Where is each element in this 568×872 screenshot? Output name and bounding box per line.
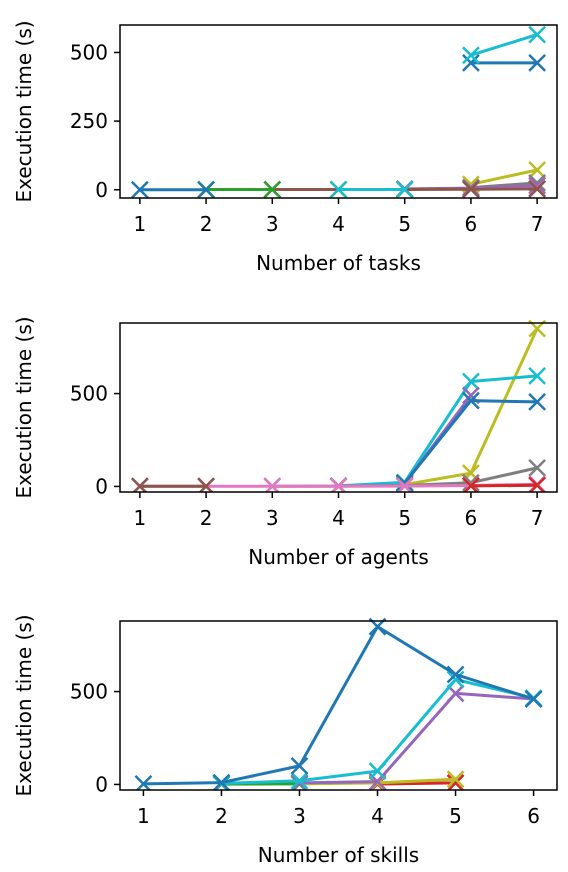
- data-point: [528, 25, 547, 44]
- series-line-1: [376, 781, 458, 786]
- data-point: [528, 367, 547, 385]
- y-axis-label: Execution time (s): [12, 614, 36, 796]
- series-line-4: [298, 691, 536, 785]
- axes-frame: [119, 620, 558, 791]
- y-tick-label: 0: [95, 474, 108, 498]
- x-tick-label: 5: [398, 506, 411, 530]
- x-tick-label: 7: [531, 212, 544, 236]
- x-tick-label: 5: [398, 212, 411, 236]
- data-point: [290, 771, 309, 790]
- subplot-1: 1 2 3 4 5 6 7 0 250 500 Number of tasks Execution t…: [12, 20, 558, 275]
- x-tick-label: 1: [137, 804, 150, 828]
- series-line-8: [469, 483, 539, 488]
- data-point: [446, 670, 465, 689]
- x-tick-label: 4: [332, 506, 345, 530]
- data-point: [395, 474, 414, 492]
- series-line-2: [469, 33, 539, 57]
- data-point: [446, 770, 465, 789]
- data-point: [528, 393, 547, 411]
- data-point: [290, 756, 309, 775]
- data-point: [290, 774, 309, 790]
- x-tick-label: 6: [527, 804, 540, 828]
- x-tick-label: 2: [200, 212, 213, 236]
- series-line-1: [337, 327, 539, 488]
- series-line-2: [337, 374, 539, 488]
- plot-area: [134, 617, 543, 790]
- data-point: [462, 180, 480, 198]
- x-tick-label: 7: [531, 506, 544, 530]
- y-axis-label: Execution time (s): [12, 316, 36, 498]
- subplot-2: 1 2 3 4 5 6 7 0 500 Number of agents Execution tim…: [12, 316, 558, 569]
- x-tick-label: 2: [200, 506, 213, 530]
- y-tick-label: 500: [70, 680, 108, 704]
- plot-area: [130, 319, 547, 492]
- x-axis-label: Number of agents: [248, 545, 429, 569]
- data-point: [395, 180, 414, 198]
- series-line-3: [469, 168, 539, 186]
- data-point: [197, 180, 215, 198]
- x-tick-label: 3: [266, 506, 279, 530]
- x-tick-label: 3: [293, 804, 306, 828]
- data-point: [528, 476, 547, 492]
- data-point: [329, 180, 348, 198]
- data-point: [446, 774, 465, 790]
- data-point: [524, 690, 543, 708]
- x-tick-label: 1: [133, 212, 146, 236]
- data-point: [462, 372, 480, 391]
- y-tick-label: 0: [95, 178, 108, 202]
- data-point: [446, 665, 465, 684]
- y-tick-label: 0: [95, 772, 108, 796]
- y-axis-label: Execution time (s): [12, 20, 36, 202]
- axes-frame: [119, 24, 558, 199]
- x-tick-label: 3: [266, 212, 279, 236]
- series-line-6: [141, 625, 536, 786]
- x-tick-label: 4: [332, 212, 345, 236]
- axes-frame: [119, 322, 558, 493]
- data-point: [528, 161, 547, 179]
- y-tick-label: 250: [70, 109, 108, 133]
- x-tick-label: 1: [133, 506, 146, 530]
- data-point: [528, 180, 547, 198]
- x-tick-label: 2: [215, 804, 228, 828]
- data-point: [212, 773, 231, 790]
- data-point: [462, 476, 480, 492]
- data-point: [263, 180, 282, 198]
- y-tick-label: 500: [70, 382, 108, 406]
- x-tick-label: 6: [465, 212, 478, 236]
- data-point: [528, 54, 547, 72]
- subplot-3: 1 2 3 4 5 6 0 500 Number of skills Execution time…: [12, 614, 558, 867]
- x-tick-label: 6: [465, 506, 478, 530]
- data-point: [462, 54, 480, 72]
- data-point: [462, 391, 480, 410]
- data-point: [130, 180, 149, 198]
- data-point: [528, 458, 547, 477]
- data-point: [368, 762, 387, 780]
- plot-area: [130, 25, 547, 198]
- x-tick-label: 4: [371, 804, 384, 828]
- data-point: [528, 176, 547, 195]
- x-axis-label: Number of skills: [258, 843, 419, 867]
- data-point: [462, 46, 480, 65]
- x-tick-label: 5: [449, 804, 462, 828]
- x-axis-label: Number of tasks: [256, 251, 421, 275]
- data-point: [134, 774, 153, 790]
- data-point: [462, 473, 480, 492]
- y-tick-label: 500: [70, 40, 108, 64]
